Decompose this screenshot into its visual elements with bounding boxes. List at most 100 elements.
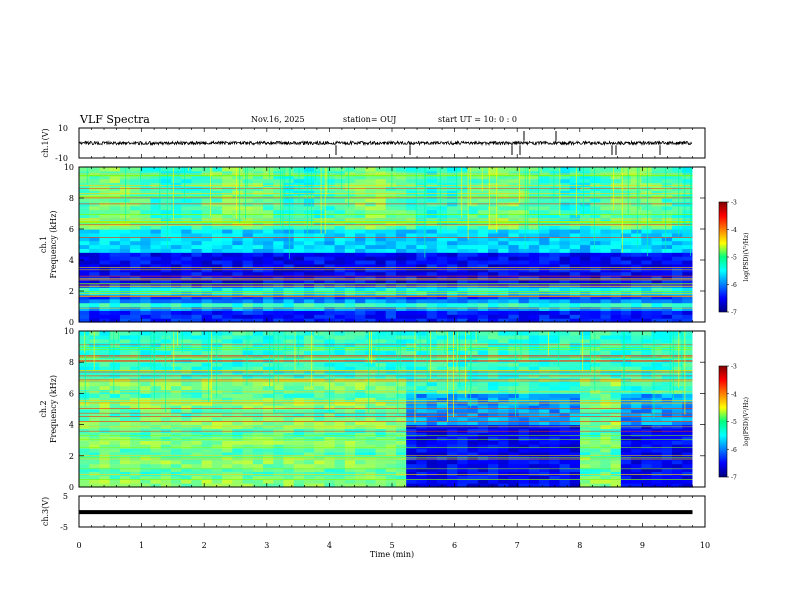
ch1-spectrogram-cell <box>662 303 673 307</box>
ch1-spectrogram-cell <box>508 229 519 233</box>
ch1-spectrogram-cell <box>478 206 489 210</box>
ch2-spectrogram-cell <box>304 335 315 340</box>
ch1-spectrogram-cell <box>335 295 346 299</box>
ch2-spectrogram-cell <box>253 405 264 410</box>
ch1-spectrogram-cell <box>130 303 141 307</box>
ch1-spectrogram-cell <box>355 225 366 229</box>
ch1-spectrogram-cell <box>652 179 663 183</box>
ch1-spectrogram-cell <box>263 310 274 314</box>
ch2-spectrogram-cell <box>641 405 652 410</box>
ch2-spectrogram-cell <box>181 362 192 367</box>
ch2-spectrogram-cell <box>79 448 90 453</box>
ch2-spectrogram-cell <box>468 436 479 441</box>
ch2-spectrogram-cell <box>89 452 100 457</box>
ch1-spectrogram-cell <box>600 248 611 252</box>
ch2-spectrogram-cell <box>232 351 243 356</box>
ch1-spectrogram-cell <box>273 198 284 202</box>
ch1-spectrogram-cell <box>590 167 601 171</box>
ch1-spectrogram-cell <box>263 260 274 264</box>
ch1-spectrogram-cell <box>140 210 151 214</box>
ch2-spectrogram-cell <box>171 429 182 434</box>
ch1-spectrogram-cell <box>273 225 284 229</box>
ch2-spectrogram-cell <box>560 382 571 387</box>
ch1-spectrogram-cell <box>202 310 213 314</box>
ch1-spectrogram-cell <box>294 307 305 311</box>
ch1-spectrogram-cell <box>437 310 448 314</box>
ch2-spectrogram-cell <box>437 448 448 453</box>
ch1-spectrogram-cell <box>99 299 110 303</box>
ch1-spectrogram-cell <box>120 295 131 299</box>
ch2-spectrogram-cell <box>140 444 151 449</box>
ch1-spectrogram-cell <box>641 229 652 233</box>
ch2-spectrogram-cell <box>519 339 530 344</box>
ch1-spectrogram-cell <box>580 283 591 287</box>
ch2-spectrogram-cell <box>611 471 622 476</box>
ch1-spectrogram-cell <box>590 299 601 303</box>
ch2-spectrogram-cell <box>641 436 652 441</box>
ch2-spectrogram-cell <box>437 444 448 449</box>
ch2-spectrogram-cell <box>171 405 182 410</box>
ch1-spectrogram-cell <box>253 248 264 252</box>
ch1-spectrogram-cell <box>488 233 499 237</box>
ch2-spectrogram-cell <box>355 468 366 473</box>
ch2-spectrogram-cell <box>99 386 110 391</box>
ch1-spectrogram-cell <box>427 198 438 202</box>
ch1-spectrogram-cell <box>427 179 438 183</box>
ch1-spectrogram-cell <box>457 179 468 183</box>
ch1-spectrogram-cell <box>416 210 427 214</box>
ch2-spectrogram-cell <box>304 362 315 367</box>
ch2-spectrogram-cell <box>437 464 448 469</box>
ch2-spectrogram-cell <box>457 335 468 340</box>
ch1-spectrogram-cell <box>376 299 387 303</box>
ch2-spectrogram-cell <box>365 468 376 473</box>
ch1-spectrogram-cell <box>652 241 663 245</box>
ch1-spectrogram-cell <box>120 252 131 256</box>
ch2-spectrogram-cell <box>529 397 540 402</box>
ch1-spectrogram-cell <box>488 229 499 233</box>
ch1-spectrogram-cell <box>590 190 601 194</box>
ch1-spectrogram-cell <box>222 283 233 287</box>
ch1-spectrogram-cell <box>232 198 243 202</box>
ch2-spectrogram-cell <box>631 362 642 367</box>
ch1-spectrogram-cell <box>519 283 530 287</box>
ch1-spectrogram-cell <box>232 314 243 318</box>
ch2-spectrogram-cell <box>151 468 162 473</box>
ch2-spectrogram-cell <box>202 429 213 434</box>
ch1-spectrogram-cell <box>508 198 519 202</box>
ch2-spectrogram-cell <box>181 440 192 445</box>
ch1-spectrogram-cell <box>324 210 335 214</box>
ch2-spectrogram-cell <box>222 331 233 336</box>
ch1-spectrogram-cell <box>611 307 622 311</box>
ch1-spectrogram-cell <box>89 307 100 311</box>
ch1-spectrogram-cell <box>580 248 591 252</box>
ch2-spectrogram-cell <box>641 382 652 387</box>
ch2-spectrogram-cell <box>335 397 346 402</box>
ch2-spectrogram-cell <box>488 460 499 465</box>
ch1-spectrogram-cell <box>508 303 519 307</box>
ch2-spectrogram-cell <box>641 448 652 453</box>
ch2-spectrogram-cell <box>263 409 274 414</box>
ch1-spectrogram-cell <box>539 229 550 233</box>
ch2-spectrogram-cell <box>181 397 192 402</box>
ch2-spectrogram-cell <box>314 452 325 457</box>
ch1-spectrogram-cell <box>570 299 581 303</box>
ch1-spectrogram-cell <box>263 225 274 229</box>
ch1-spectrogram-cell <box>181 260 192 264</box>
ch2-spectrogram-cell <box>99 331 110 336</box>
ch1-spectrogram-cell <box>682 307 693 311</box>
ch1-spectrogram-cell <box>376 287 387 291</box>
ch1-spectrogram-cell <box>314 314 325 318</box>
ch1-spectrogram-cell <box>406 307 417 311</box>
ch2-spectrogram-cell <box>130 409 141 414</box>
ch2-spectrogram-cell <box>631 335 642 340</box>
ch1-spectrogram-cell <box>324 283 335 287</box>
ch1-spectrogram-cell <box>498 214 509 218</box>
ch1-spectrogram-cell <box>335 190 346 194</box>
ch1-spectrogram-cell <box>406 314 417 318</box>
ch1-spectrogram-cell <box>508 214 519 218</box>
ch2-spectrogram-cell <box>621 429 632 434</box>
ch1-spectrogram-cell <box>140 303 151 307</box>
ch1-spectrogram-cell <box>641 295 652 299</box>
ch1-spectrogram-cell <box>672 210 683 214</box>
ch2-spectrogram-cell <box>498 409 509 414</box>
